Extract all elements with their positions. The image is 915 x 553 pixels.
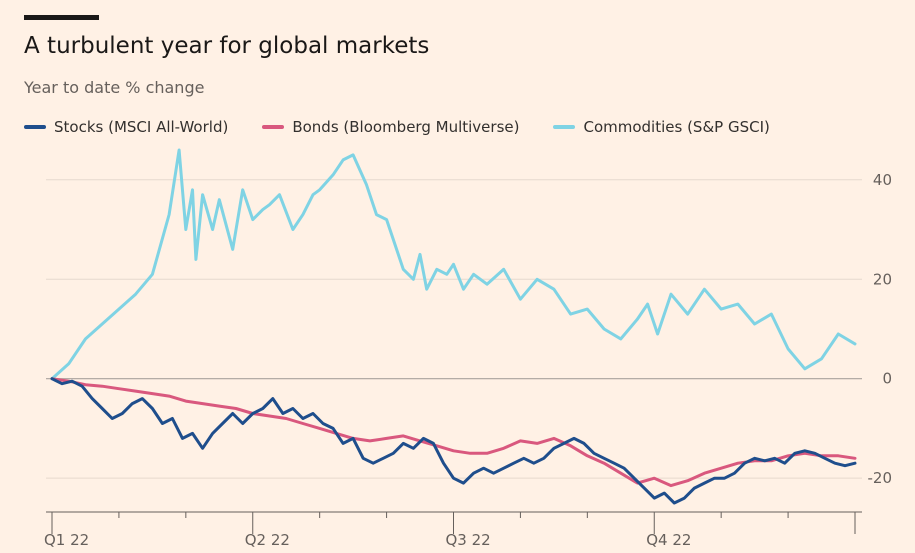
legend-swatch-bonds bbox=[262, 125, 285, 129]
y-tick-label-40: 40 bbox=[873, 171, 892, 189]
y-tick-label-20: 20 bbox=[873, 270, 892, 288]
x-tick-label-q3-22: Q3 22 bbox=[446, 531, 491, 549]
y-tick-label-0: 0 bbox=[882, 370, 892, 388]
y-tick-label--20: -20 bbox=[868, 469, 893, 487]
x-axis: Q1 22 Q2 22 Q3 22 Q4 22 bbox=[44, 511, 862, 549]
chart-subtitle: Year to date % change bbox=[24, 78, 205, 97]
x-tick-label-q2-22: Q2 22 bbox=[245, 531, 290, 549]
series-line-commodities bbox=[50, 148, 857, 381]
legend-label-commodities: Commodities (S&P GSCI) bbox=[583, 118, 770, 136]
series-line-stocks bbox=[50, 377, 857, 505]
legend: Stocks (MSCI All-World) Bonds (Bloomberg… bbox=[24, 118, 804, 136]
title-accent-bar bbox=[24, 15, 99, 20]
legend-label-stocks: Stocks (MSCI All-World) bbox=[54, 118, 229, 136]
gridlines bbox=[46, 179, 862, 479]
y-axis: 40 20 0 -20 bbox=[868, 171, 893, 487]
legend-swatch-stocks bbox=[24, 125, 46, 129]
x-tick-label-q1-22: Q1 22 bbox=[44, 531, 89, 549]
x-tick-label-q4-22: Q4 22 bbox=[646, 531, 691, 549]
legend-swatch-commodities bbox=[553, 125, 576, 129]
series-lines bbox=[50, 148, 857, 505]
chart-title: A turbulent year for global markets bbox=[24, 33, 430, 59]
legend-label-bonds: Bonds (Bloomberg Multiverse) bbox=[292, 118, 520, 136]
legend-item-bonds: Bonds (Bloomberg Multiverse) bbox=[262, 118, 519, 136]
legend-item-stocks: Stocks (MSCI All-World) bbox=[24, 118, 228, 136]
series-line-bonds bbox=[50, 377, 857, 488]
legend-item-commodities: Commodities (S&P GSCI) bbox=[553, 118, 770, 136]
